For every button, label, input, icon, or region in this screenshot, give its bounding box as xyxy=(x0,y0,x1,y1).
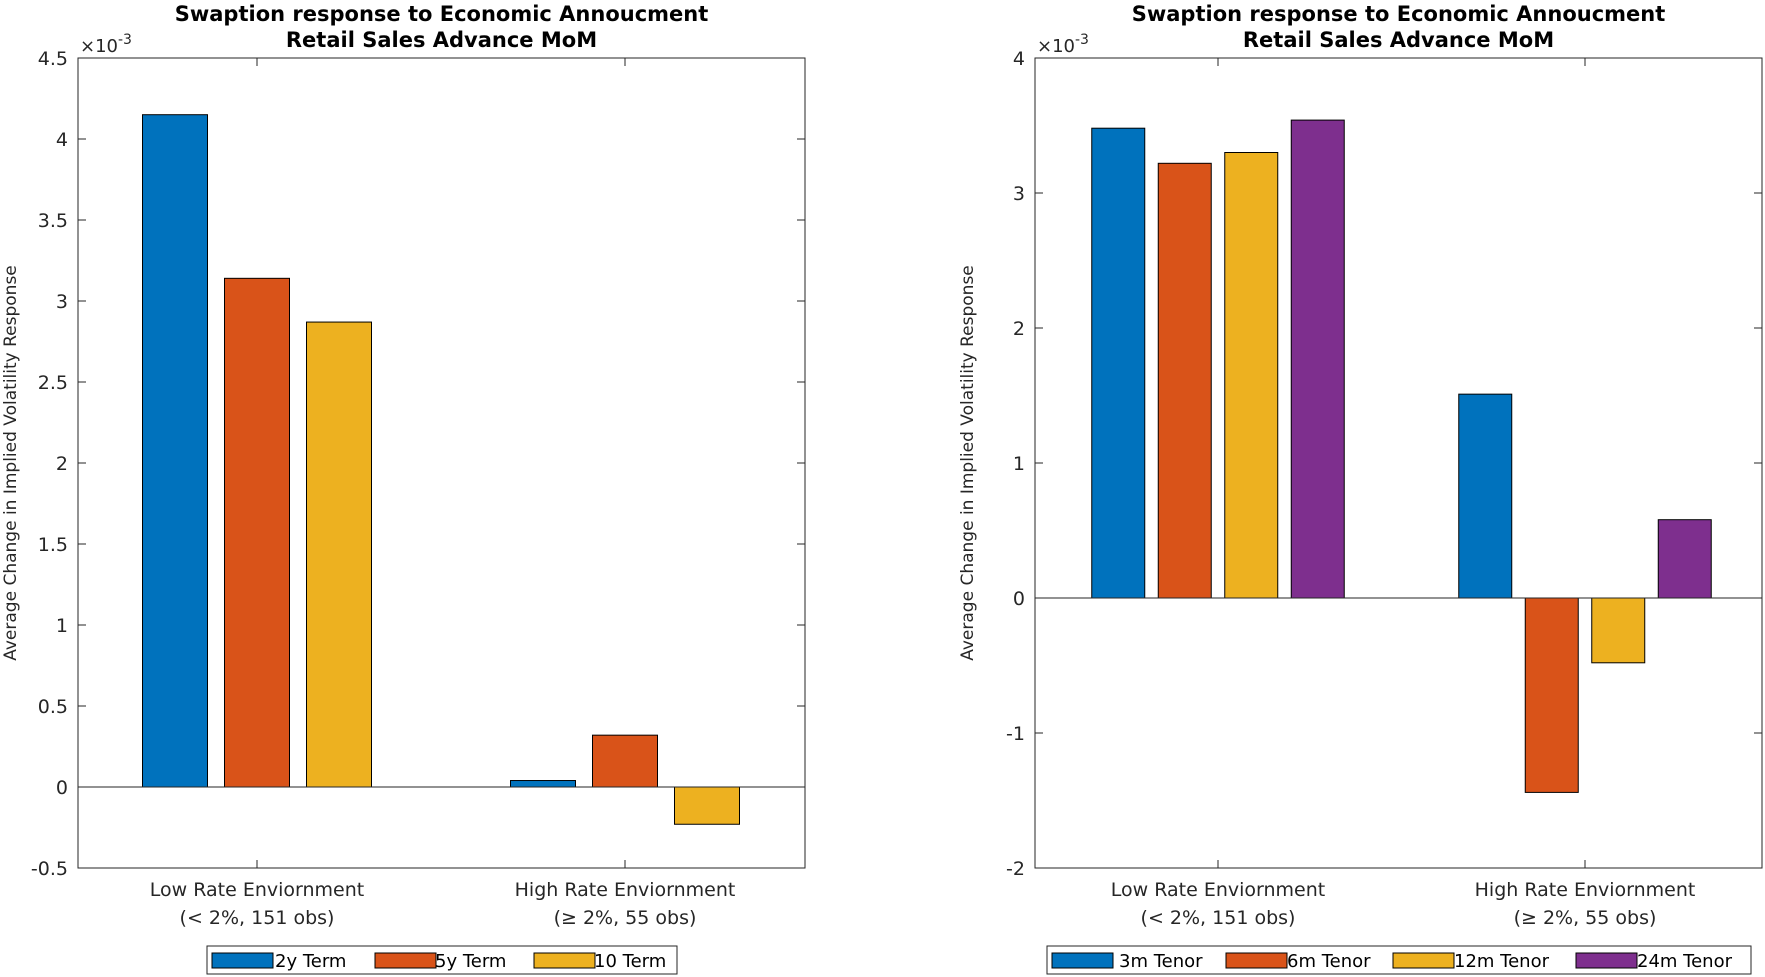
bar-3m-tenor-1 xyxy=(1458,393,1513,599)
y-tick-label: 2.5 xyxy=(38,372,68,394)
legend: 3m Tenor 6m Tenor 12m Tenor 24m Tenor xyxy=(1046,945,1752,975)
y-tick-label: 2 xyxy=(56,453,68,475)
x-tick-sublabel: (< 2%, 151 obs) xyxy=(180,907,335,929)
legend: 2y Term 5y Term 10 Term xyxy=(206,945,678,975)
legend-label: 12m Tenor xyxy=(1454,951,1550,972)
x-tick-label: Low Rate Enviornment xyxy=(1111,879,1325,901)
legend-swatch xyxy=(1225,952,1288,969)
bar-10-term-0 xyxy=(306,321,372,788)
y-tick-label: 0 xyxy=(56,777,68,799)
legend-label: 24m Tenor xyxy=(1637,951,1733,972)
legend-box xyxy=(206,945,678,975)
y-tick-label: 3 xyxy=(1013,183,1025,205)
legend-swatch xyxy=(211,952,274,969)
x-tick-sublabel: (< 2%, 151 obs) xyxy=(1141,907,1296,929)
bar-12m-tenor-1 xyxy=(1591,597,1646,664)
x-tick-label: Low Rate Enviornment xyxy=(150,879,364,901)
bar-5y-term-0 xyxy=(224,277,290,788)
chart-title: Swaption response to Economic Annoucment xyxy=(175,2,709,26)
bar-3m-tenor-0 xyxy=(1091,127,1146,599)
legend-swatch xyxy=(1575,952,1638,969)
y-tick-label: 4 xyxy=(56,129,68,151)
x-tick-label: High Rate Enviornment xyxy=(515,879,736,901)
legend-swatch xyxy=(1392,952,1455,969)
x-tick-label: High Rate Enviornment xyxy=(1475,879,1696,901)
y-tick-label: 3 xyxy=(56,291,68,313)
y-exponent-base: ×10 xyxy=(1037,36,1075,57)
y-tick-label: 3.5 xyxy=(38,210,68,232)
y-exponent-label: ×10-3 xyxy=(80,32,132,57)
y-tick-label: -0.5 xyxy=(31,858,68,880)
y-tick-label: 0 xyxy=(1013,588,1025,610)
legend-swatch xyxy=(533,952,596,969)
y-exponent-label: ×10-3 xyxy=(1037,32,1089,57)
legend-label: 5y Term xyxy=(435,951,506,972)
y-axis-label: Average Change in Implied Volatility Res… xyxy=(1,265,21,661)
y-tick-label: 4 xyxy=(1013,48,1025,70)
bar-24m-tenor-1 xyxy=(1657,519,1712,599)
y-tick-label: 1 xyxy=(56,615,68,637)
legend-label: 2y Term xyxy=(275,951,346,972)
y-tick-label: 1 xyxy=(1013,453,1025,475)
bar-12m-tenor-0 xyxy=(1224,152,1279,599)
bar-6m-tenor-0 xyxy=(1157,162,1212,599)
y-tick-label: 1.5 xyxy=(38,534,68,556)
bar-6m-tenor-1 xyxy=(1524,597,1579,793)
chart-subtitle: Retail Sales Advance MoM xyxy=(286,28,597,52)
legend-swatch xyxy=(374,952,437,969)
x-tick-sublabel: (≥ 2%, 55 obs) xyxy=(554,907,697,929)
legend-label: 3m Tenor xyxy=(1119,951,1203,972)
y-tick-label: -2 xyxy=(1006,858,1025,880)
y-exponent-power: -3 xyxy=(1075,32,1089,48)
y-exponent-base: ×10 xyxy=(80,36,118,57)
bar-5y-term-1 xyxy=(592,734,658,788)
bar-2y-term-0 xyxy=(142,114,208,788)
x-tick-sublabel: (≥ 2%, 55 obs) xyxy=(1514,907,1657,929)
bar-10-term-1 xyxy=(674,786,740,825)
bar-2y-term-1 xyxy=(510,780,576,788)
y-tick-label: 4.5 xyxy=(38,48,68,70)
y-tick-label: -1 xyxy=(1006,723,1025,745)
y-tick-label: 0.5 xyxy=(38,696,68,718)
left-chart-panel: Swaption response to Economic Annoucment… xyxy=(1,2,806,975)
chart-subtitle: Retail Sales Advance MoM xyxy=(1243,28,1554,52)
right-chart-panel: Swaption response to Economic Annoucment… xyxy=(958,2,1763,975)
bar-24m-tenor-0 xyxy=(1290,119,1345,599)
y-axis-label: Average Change in Implied Volatility Res… xyxy=(958,265,978,661)
y-tick-label: 2 xyxy=(1013,318,1025,340)
legend-swatch xyxy=(1051,952,1114,969)
legend-label: 10 Term xyxy=(594,951,666,972)
legend-label: 6m Tenor xyxy=(1287,951,1371,972)
chart-title: Swaption response to Economic Annoucment xyxy=(1132,2,1666,26)
y-exponent-power: -3 xyxy=(118,32,132,48)
